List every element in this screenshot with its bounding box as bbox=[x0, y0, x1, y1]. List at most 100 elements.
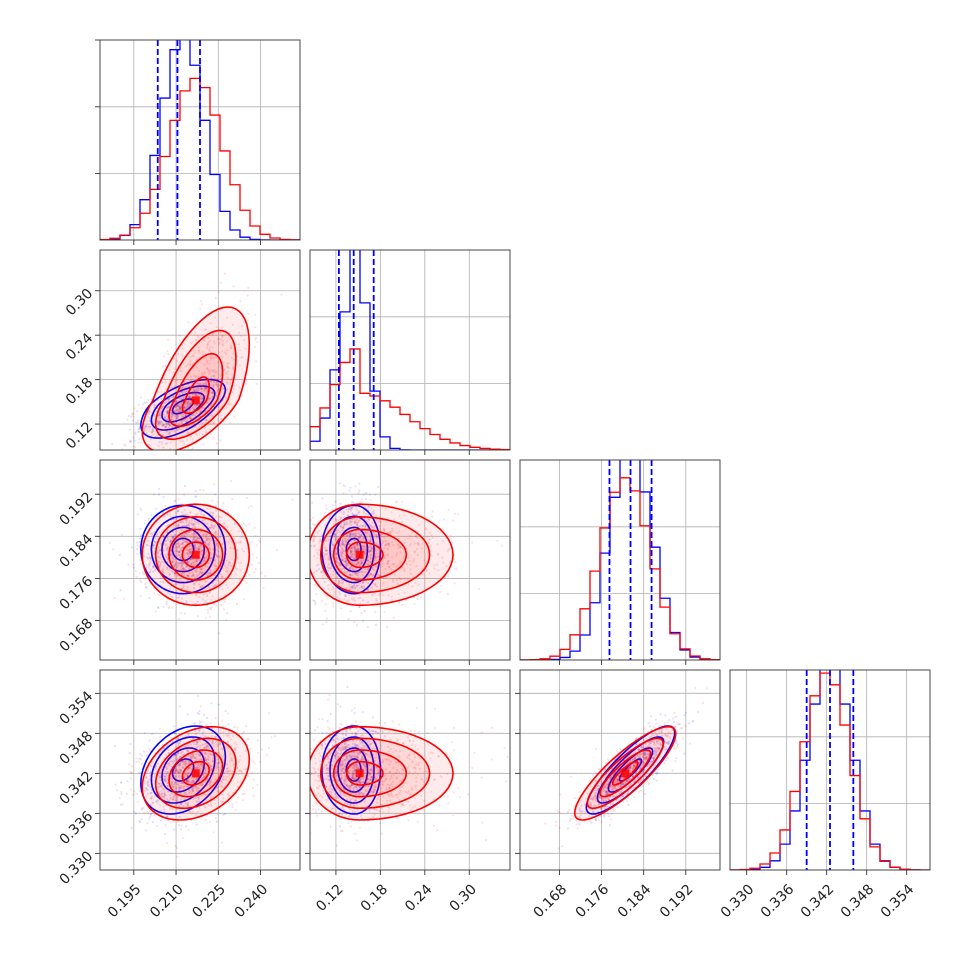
scatter-point bbox=[162, 423, 165, 427]
scatter-point bbox=[198, 425, 201, 428]
scatter-point bbox=[204, 535, 207, 538]
scatter-point bbox=[173, 455, 175, 457]
scatter-point bbox=[179, 427, 182, 431]
scatter-point bbox=[177, 498, 180, 501]
scatter-point bbox=[196, 600, 199, 603]
scatter-point bbox=[198, 709, 201, 713]
scatter-point bbox=[162, 565, 165, 568]
scatter-point bbox=[253, 526, 256, 530]
scatter-point bbox=[198, 596, 201, 599]
scatter-point bbox=[193, 538, 196, 542]
scatter-point bbox=[204, 387, 207, 390]
scatter-point bbox=[212, 512, 215, 515]
scatter-point bbox=[186, 560, 189, 563]
scatter-point bbox=[187, 525, 190, 528]
scatter-point bbox=[204, 579, 207, 582]
scatter-point bbox=[222, 391, 225, 394]
scatter-point bbox=[190, 520, 193, 523]
scatter-point bbox=[209, 511, 212, 514]
scatter-point bbox=[212, 391, 215, 394]
scatter-point bbox=[180, 579, 183, 583]
scatter-point bbox=[159, 563, 162, 566]
scatter-point bbox=[181, 561, 184, 564]
scatter-point bbox=[177, 562, 181, 565]
scatter-point bbox=[179, 521, 182, 524]
scatter-point bbox=[143, 401, 146, 404]
scatter-point bbox=[197, 537, 200, 540]
scatter-point bbox=[183, 612, 186, 615]
scatter-point bbox=[227, 541, 230, 544]
scatter-point bbox=[194, 522, 197, 525]
scatter-point bbox=[157, 421, 160, 424]
scatter-point bbox=[188, 415, 191, 418]
scatter-point bbox=[207, 341, 210, 344]
scatter-point bbox=[205, 535, 208, 538]
scatter-point bbox=[175, 400, 178, 403]
scatter-point bbox=[175, 550, 178, 553]
scatter-point bbox=[240, 535, 243, 538]
scatter-point bbox=[221, 587, 224, 591]
scatter-point bbox=[206, 344, 209, 347]
scatter-point bbox=[172, 450, 174, 452]
scatter-point bbox=[195, 560, 198, 563]
scatter-point bbox=[192, 355, 195, 358]
scatter-point bbox=[242, 522, 245, 525]
contour-red bbox=[181, 376, 211, 415]
scatter-point bbox=[168, 405, 171, 408]
scatter-point bbox=[176, 545, 179, 549]
scatter-point bbox=[178, 554, 181, 557]
scatter-point bbox=[206, 537, 209, 540]
scatter-point bbox=[183, 406, 186, 409]
scatter-point bbox=[162, 581, 165, 584]
scatter-point bbox=[218, 341, 221, 344]
scatter-point bbox=[221, 342, 224, 346]
scatter-point bbox=[357, 492, 360, 495]
scatter-point bbox=[166, 349, 169, 353]
scatter-point bbox=[189, 551, 192, 554]
scatter-point bbox=[198, 388, 201, 391]
scatter-point bbox=[234, 573, 237, 576]
scatter-point bbox=[215, 394, 218, 397]
scatter-point bbox=[236, 355, 239, 358]
scatter-point bbox=[210, 526, 213, 529]
scatter-point bbox=[152, 570, 155, 573]
scatter-point bbox=[160, 390, 163, 394]
scatter-point bbox=[128, 752, 131, 755]
scatter-point bbox=[206, 343, 209, 346]
scatter-point bbox=[181, 535, 184, 539]
scatter-point bbox=[368, 493, 371, 496]
scatter-point bbox=[158, 593, 161, 596]
scatter-point bbox=[120, 533, 123, 536]
scatter-point bbox=[165, 555, 168, 558]
scatter-point bbox=[477, 587, 481, 591]
scatter-point bbox=[198, 583, 201, 586]
scatter-point bbox=[264, 575, 267, 578]
density-peak bbox=[191, 396, 200, 405]
scatter-point bbox=[222, 395, 225, 398]
scatter-point bbox=[180, 418, 183, 422]
scatter-point bbox=[195, 513, 198, 516]
scatter-point bbox=[348, 489, 351, 492]
scatter-point bbox=[146, 544, 149, 547]
scatter-point bbox=[201, 519, 204, 522]
scatter-point bbox=[210, 422, 213, 425]
scatter-point bbox=[173, 574, 176, 578]
scatter-point bbox=[168, 423, 171, 426]
scatter-point bbox=[180, 542, 183, 545]
panel-content bbox=[520, 460, 720, 660]
scatter-point bbox=[159, 580, 162, 583]
scatter-point bbox=[173, 828, 176, 831]
scatter-point bbox=[214, 552, 217, 555]
scatter-point bbox=[203, 556, 206, 559]
scatter-point bbox=[138, 426, 141, 429]
scatter-point bbox=[239, 225, 241, 227]
scatter-point bbox=[232, 352, 235, 355]
scatter-point bbox=[188, 385, 191, 388]
scatter-point bbox=[159, 429, 162, 432]
scatter-point bbox=[119, 589, 122, 592]
scatter-point bbox=[176, 413, 179, 416]
scatter-point bbox=[225, 381, 228, 384]
scatter-point bbox=[184, 417, 187, 420]
scatter-point bbox=[213, 375, 216, 378]
scatter-point bbox=[204, 381, 207, 384]
